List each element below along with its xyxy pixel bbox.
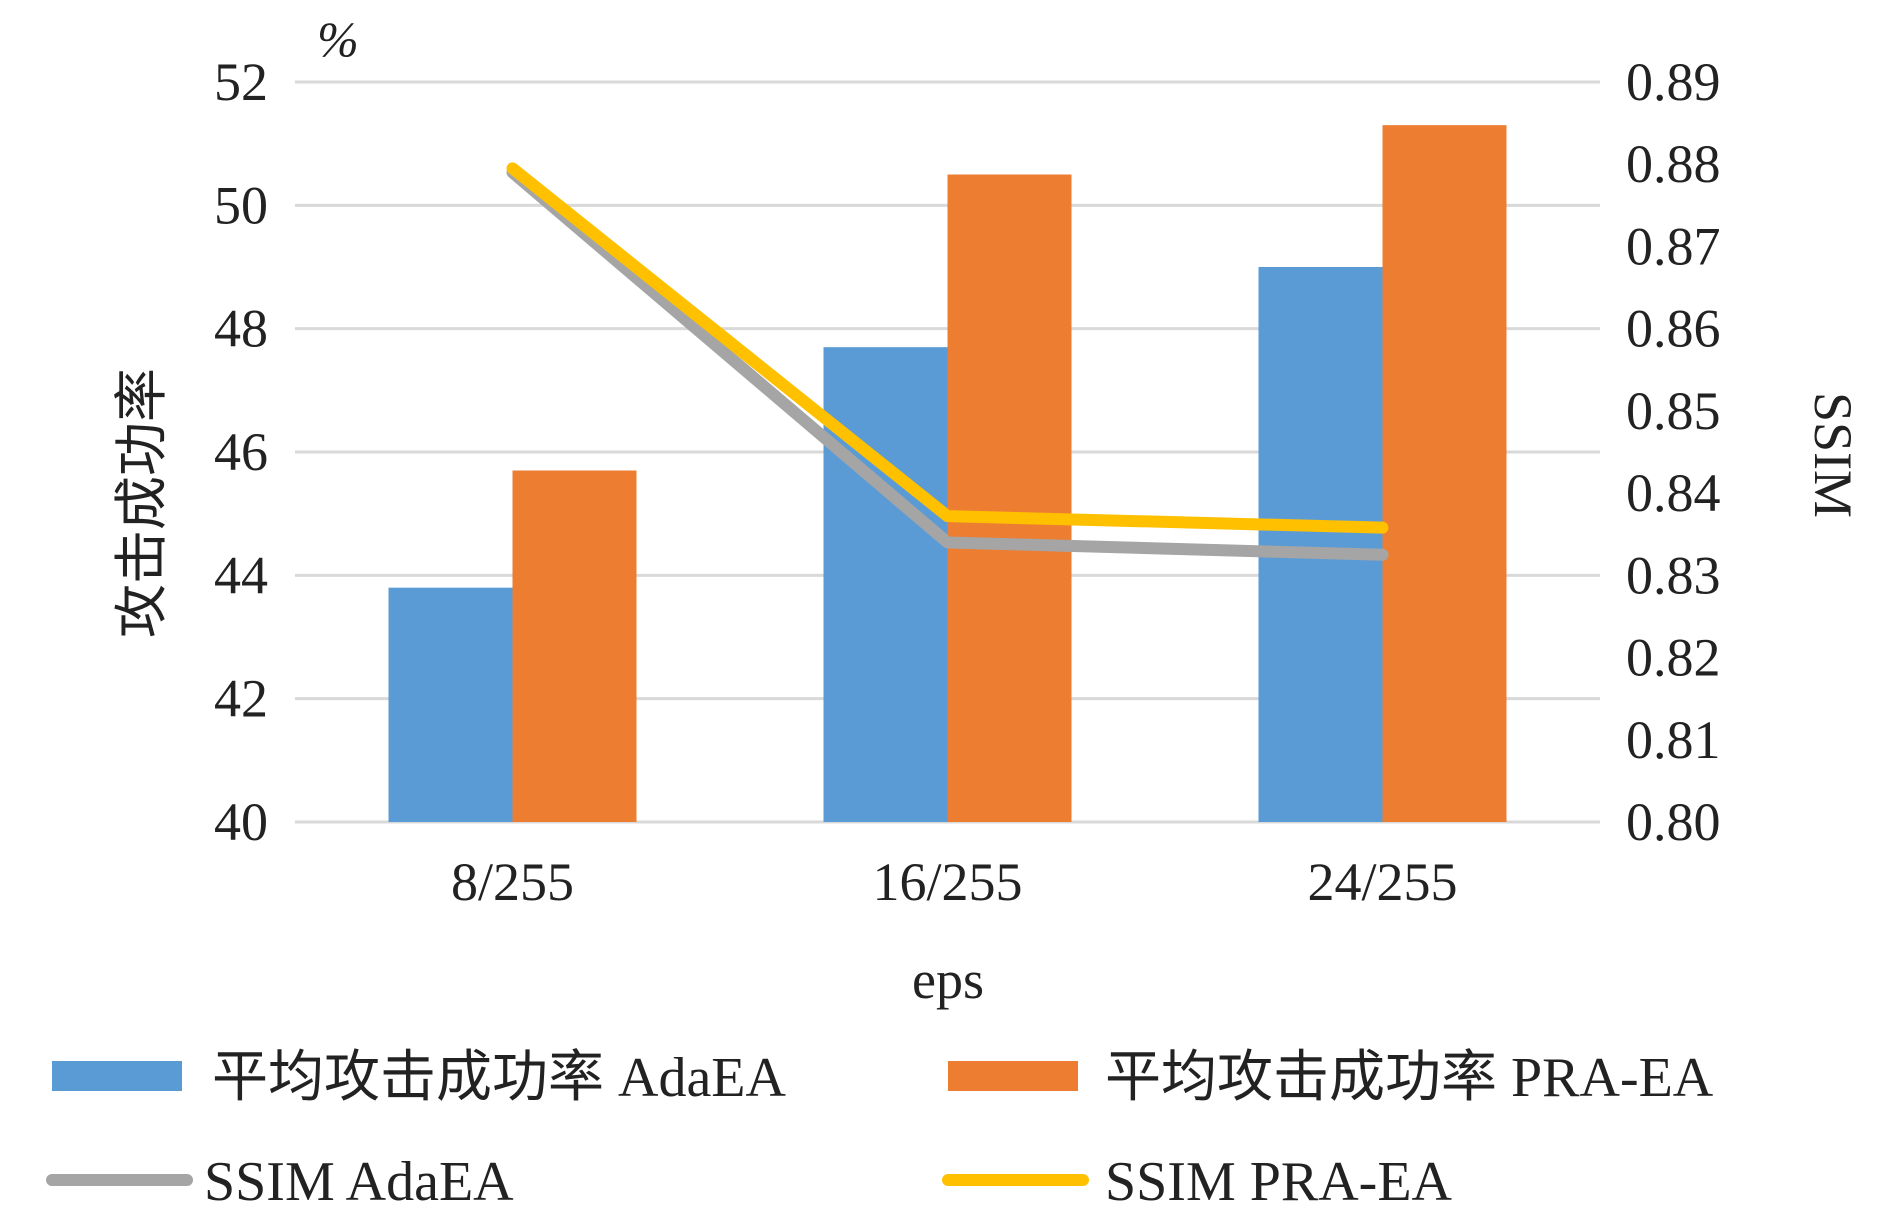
y2-tick-label: 0.82 <box>1626 628 1721 688</box>
bar-adaea <box>1258 267 1383 822</box>
legend-item: SSIM PRA-EA <box>942 1151 1453 1213</box>
y2-tick-label: 0.88 <box>1626 134 1721 194</box>
legend-label: SSIM AdaEA <box>204 1151 514 1211</box>
legend-label: SSIM PRA-EA <box>1105 1151 1453 1211</box>
bar-adaea <box>388 587 513 822</box>
legend-label: 平均攻击成功率 AdaEA <box>212 1047 787 1109</box>
ssim-line-pra-ea <box>506 162 1389 534</box>
bar-adaea <box>823 347 948 822</box>
y2-axis-title: SSIM <box>1803 392 1863 518</box>
y-tick-label: 40 <box>214 792 268 852</box>
x-tick-label: 16/255 <box>872 852 1022 912</box>
legend-swatch <box>52 1061 182 1091</box>
y2-tick-label: 0.85 <box>1626 381 1721 441</box>
bar-pra-ea <box>947 174 1072 822</box>
bar-pra-ea <box>1382 125 1507 822</box>
y-axis-unit: % <box>317 11 359 67</box>
x-tick-label: 24/255 <box>1307 852 1457 912</box>
ssim-line-adaea <box>506 166 1389 561</box>
y2-tick-label: 0.80 <box>1626 792 1721 852</box>
legend-item: 平均攻击成功率 PRA-EA <box>948 1047 1714 1109</box>
y-tick-label: 46 <box>214 422 268 482</box>
axes: % 攻击成功率 SSIM eps 40 42 44 46 48 50 52 0.80 0.81 0… <box>112 11 1863 1010</box>
legend: 平均攻击成功率 AdaEA 平均攻击成功率 PRA-EA SSIM AdaEA SSI… <box>46 1047 1714 1213</box>
y-tick-label: 52 <box>214 52 268 112</box>
bar-pra-ea <box>512 470 637 822</box>
ssim-lines <box>506 162 1389 561</box>
y-tick-label: 50 <box>214 175 268 235</box>
y2-tick-label: 0.87 <box>1626 216 1721 276</box>
bars <box>388 125 1507 822</box>
legend-item: 平均攻击成功率 AdaEA <box>52 1047 787 1109</box>
y2-tick-label: 0.83 <box>1626 545 1721 605</box>
x-tick-label: 8/255 <box>451 852 574 912</box>
legend-swatch <box>948 1061 1078 1091</box>
y-tick-label: 42 <box>214 669 268 729</box>
y-axis-title: 攻击成功率 <box>112 368 172 638</box>
y-tick-label: 48 <box>214 299 268 359</box>
y2-tick-label: 0.86 <box>1626 299 1721 359</box>
legend-label: 平均攻击成功率 PRA-EA <box>1105 1047 1714 1109</box>
y2-tick-label: 0.81 <box>1626 710 1721 770</box>
legend-item: SSIM AdaEA <box>46 1151 514 1213</box>
y-tick-label: 44 <box>214 545 268 605</box>
y2-tick-label: 0.84 <box>1626 463 1721 523</box>
x-axis-title: eps <box>912 950 984 1010</box>
y2-tick-label: 0.89 <box>1626 52 1721 112</box>
